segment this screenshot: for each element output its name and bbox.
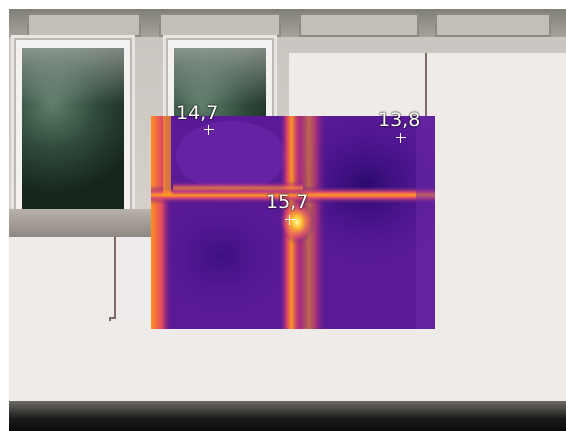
wall-panel <box>496 307 566 405</box>
measurement-crosshair <box>204 125 214 135</box>
thermal-overlay <box>151 116 435 329</box>
wall-panel <box>109 321 303 405</box>
temperature-label-right: 13,8 <box>378 109 421 131</box>
measurement-crosshair <box>285 215 295 225</box>
bottom-shadow <box>9 401 566 431</box>
thermal-heatmap <box>151 116 435 329</box>
measurement-crosshair <box>396 133 406 143</box>
photo-frame <box>9 9 566 431</box>
window-pane <box>22 48 124 210</box>
upper-window <box>299 13 419 37</box>
temperature-label-left: 14,7 <box>176 102 219 124</box>
upper-window <box>435 13 551 37</box>
wall-panel <box>427 53 566 317</box>
upper-window <box>27 13 141 37</box>
upper-window-strip <box>9 9 566 37</box>
window-left <box>11 35 135 219</box>
wall-panel <box>9 237 116 319</box>
temperature-label-center: 15,7 <box>266 191 309 213</box>
upper-window <box>159 13 281 37</box>
wall-panel <box>9 317 111 405</box>
